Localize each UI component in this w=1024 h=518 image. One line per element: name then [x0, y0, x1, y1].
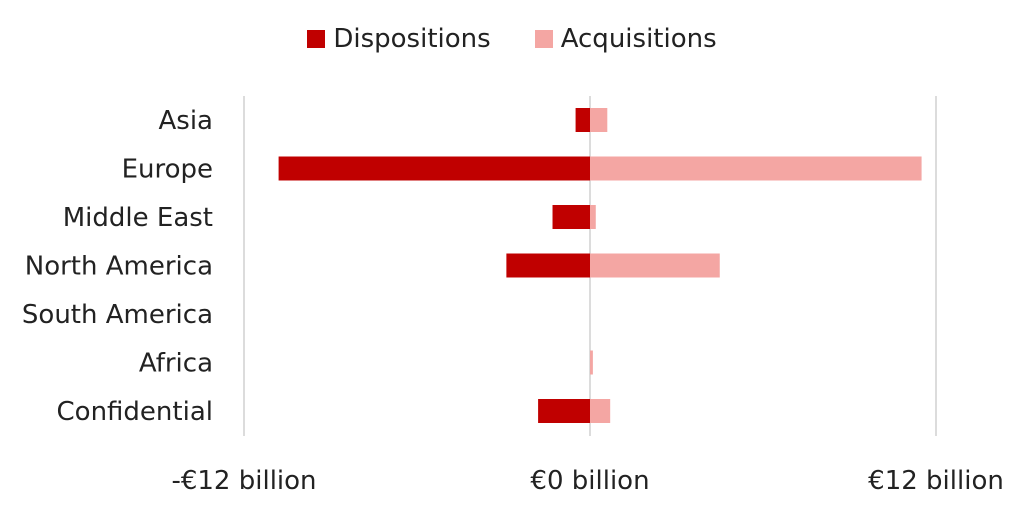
bar-acquisitions-6	[590, 399, 611, 423]
bar-acquisitions-5	[590, 350, 593, 375]
bar-dispositions-2	[552, 205, 590, 229]
legend-swatch-dispositions	[307, 30, 326, 48]
bar-dispositions-1	[278, 156, 590, 181]
category-label-5: Africa	[139, 349, 213, 379]
x-tick-label-0: -€12 billion	[171, 466, 316, 496]
category-label-3: North America	[25, 252, 213, 282]
legend-label-acquisitions: Acquisitions	[560, 24, 717, 54]
category-label-6: Confidential	[57, 397, 213, 427]
legend-label-dispositions: Dispositions	[333, 24, 491, 54]
bar-dispositions-6	[538, 399, 590, 423]
bar-acquisitions-1	[590, 156, 922, 181]
legend: Dispositions Acquisitions	[0, 24, 1024, 54]
bar-dispositions-0	[575, 108, 590, 132]
bar-acquisitions-3	[590, 253, 720, 278]
category-label-0: Asia	[159, 106, 214, 136]
legend-swatch-acquisitions	[534, 30, 553, 48]
bar-dispositions-3	[506, 253, 590, 278]
bar-acquisitions-0	[590, 108, 608, 132]
category-label-2: Middle East	[63, 203, 213, 233]
category-label-1: Europe	[122, 155, 213, 185]
x-tick-label-1: €0 billion	[530, 466, 649, 496]
legend-item-acquisitions: Acquisitions	[534, 24, 717, 54]
x-tick-label-2: €12 billion	[868, 466, 1004, 496]
bar-acquisitions-2	[590, 205, 596, 229]
category-label-4: South America	[22, 300, 213, 330]
legend-item-dispositions: Dispositions	[307, 24, 491, 54]
